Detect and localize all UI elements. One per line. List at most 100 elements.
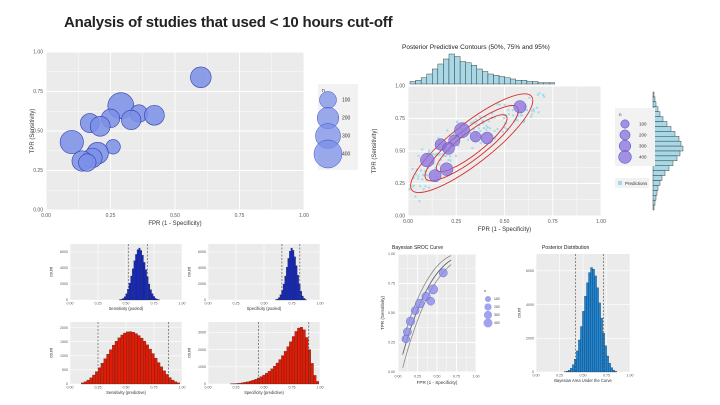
y-tick-label: 2000 [198, 282, 206, 286]
y-tick-label: 4000 [60, 266, 68, 270]
prediction-point [493, 116, 496, 119]
prediction-point [470, 121, 473, 124]
slide-title: Analysis of studies that used < 10 hours… [64, 14, 393, 31]
y-tick-label: 6000 [198, 250, 206, 254]
histogram-bar [281, 355, 285, 385]
x-tick-label: 0.25 [233, 386, 240, 390]
prediction-point [446, 129, 449, 132]
data-bubble [410, 306, 420, 315]
prediction-point [437, 137, 440, 140]
histogram-bar [159, 366, 163, 385]
legend-label: 300 [342, 134, 351, 140]
prediction-point [452, 133, 455, 136]
y-tick-label: 6000 [60, 250, 68, 254]
histogram-bar [612, 370, 615, 373]
right-histogram-bar [652, 199, 656, 206]
histogram-bar [114, 341, 118, 385]
prediction-point [414, 195, 417, 198]
prediction-point [418, 200, 421, 203]
x-tick-label: 0.00 [67, 302, 74, 306]
prediction-point [467, 138, 470, 141]
top-histogram-bar [537, 82, 544, 85]
histogram-bar [276, 298, 279, 301]
x-tick-label: 0.75 [151, 302, 158, 306]
legend-prediction-swatch [618, 181, 622, 185]
y-tick-label: 0.75 [33, 89, 43, 95]
y-tick-label: 6000 [526, 269, 534, 273]
y-axis-label: count [49, 266, 54, 277]
prediction-point [505, 127, 508, 130]
prediction-point [521, 114, 524, 117]
histogram-bar [576, 350, 579, 373]
histogram-bar [135, 254, 138, 301]
data-bubble [469, 131, 482, 143]
histogram-bar [134, 333, 138, 385]
data-bubble [439, 162, 454, 176]
prediction-point [419, 185, 422, 188]
x-tick-label: 0.50 [123, 302, 130, 306]
histogram-bar [254, 379, 258, 385]
y-tick-label: 1.00 [388, 252, 395, 256]
right-histogram-bar [652, 131, 676, 137]
top-histogram-bar [476, 68, 483, 85]
x-tick-label: 0.00 [205, 386, 212, 390]
right-histogram-bar [652, 160, 674, 166]
chart-title: Posterior Predictive Contours (50%, 75% … [402, 44, 550, 51]
y-tick-label: 0.50 [395, 149, 405, 155]
legend-title: n [619, 112, 622, 117]
top-histogram-bar [443, 58, 450, 85]
prediction-point [433, 153, 436, 156]
bubble-chart: 0.00 0.25 0.50 0.75 1.00 0.00 0.25 0.50 0.75 1.00… [30, 50, 358, 227]
x-tick-label: 0.50 [580, 374, 587, 378]
histogram-bar [136, 249, 139, 301]
right-histogram-bar [652, 91, 655, 98]
histogram-bar [290, 247, 293, 301]
prediction-point [536, 93, 539, 96]
prediction-point [475, 122, 478, 125]
right-histogram-bar [652, 145, 684, 152]
prediction-point [449, 155, 452, 158]
prediction-point [484, 116, 487, 119]
top-histogram-bar [426, 73, 433, 85]
histogram-bar [570, 367, 573, 373]
data-bubble [59, 130, 84, 155]
histogram-bar [92, 374, 96, 385]
prediction-point [422, 188, 425, 191]
prediction-point [421, 148, 424, 151]
histogram-bar [145, 344, 149, 385]
top-histogram-bar [465, 62, 472, 85]
histogram-bar [243, 382, 247, 385]
y-tick-label: 0.50 [33, 129, 43, 135]
x-tick-label: 0.25 [451, 219, 461, 225]
x-axis-label: Bayesian Area Under the Curve [554, 378, 612, 383]
histogram-bar [120, 299, 123, 301]
legend-bubble [485, 296, 491, 302]
histogram-bar [592, 269, 595, 373]
legend-title: n [484, 289, 486, 293]
x-tick-label: 1.00 [299, 213, 309, 219]
histogram-bar [302, 329, 306, 385]
histogram-bar [132, 268, 134, 301]
x-tick-label: 1.00 [473, 375, 480, 379]
right-histogram-bar [652, 101, 657, 107]
sensitivity-predictive-histogram: 0 500 1000 1500 2000 0.00 0.25 0.50 0.75 1.00 Sens… [49, 322, 186, 395]
prediction-point [485, 128, 488, 131]
histogram-bar [168, 377, 172, 385]
x-axis-label: FPR (1 - Specificity) [417, 380, 458, 385]
histogram-bar [162, 370, 166, 385]
histogram-bar [586, 282, 589, 373]
histogram-bar [240, 382, 244, 385]
right-histogram-bar [652, 150, 681, 157]
y-tick-label: 1000 [60, 354, 68, 358]
histogram-bar [133, 260, 136, 301]
y-tick-label: 0.25 [33, 168, 43, 174]
prediction-point [523, 119, 526, 122]
x-tick-label: 0.00 [41, 213, 51, 219]
top-histogram-bar [543, 82, 550, 85]
x-tick-label: 0.25 [95, 302, 102, 306]
y-tick-label: 0 [66, 382, 68, 386]
chart-title: Bayesian SROC Curve [392, 245, 443, 251]
prediction-point [482, 122, 485, 125]
legend-label: 100 [494, 297, 500, 301]
histogram-bar [131, 332, 135, 385]
